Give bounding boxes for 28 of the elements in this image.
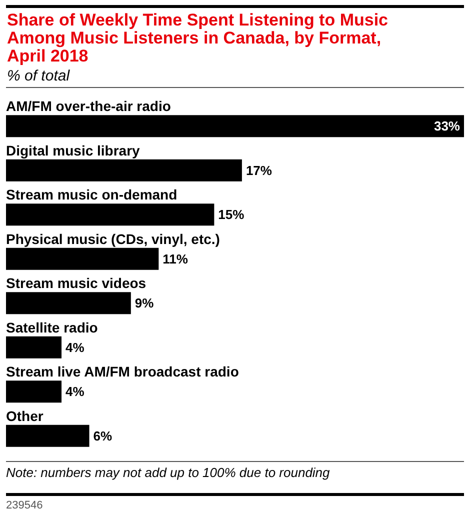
data-label: 17% <box>246 162 272 178</box>
text: 239546 <box>6 500 43 512</box>
bar <box>6 424 90 447</box>
data-label: 11% <box>162 251 188 266</box>
y-tick-label: Stream music on-demand <box>6 186 178 203</box>
bar <box>6 204 214 226</box>
bar <box>6 380 62 403</box>
data-label: 15% <box>218 207 245 222</box>
bar <box>6 115 464 138</box>
data-label: 4% <box>66 384 85 400</box>
chart-subtitle: % of total <box>7 68 70 84</box>
data-label: 4% <box>66 340 85 355</box>
bar <box>6 292 131 314</box>
y-tick-label: AM/FM over-the-air radio <box>6 98 171 114</box>
chart-title: Share of Weekly Time Spent Listening to Music Among Music Listeners in Canada, by Format, April 2018 <box>7 10 393 66</box>
data-label: 9% <box>134 296 154 311</box>
y-tick-label: Stream live AM/FM broadcast radio <box>6 364 239 380</box>
data-label: 33% <box>434 118 460 134</box>
y-tick-label: Other <box>6 408 44 424</box>
bar <box>6 159 242 182</box>
y-tick-label: Stream music videos <box>6 275 146 292</box>
y-tick-label: Satellite radio <box>6 319 98 336</box>
text: Note: numbers may not add up to 100% due to rounding <box>6 465 331 480</box>
y-tick-label: Physical music (CDs, vinyl, etc.) <box>6 230 220 247</box>
bar <box>6 336 62 358</box>
bar <box>6 248 159 270</box>
data-label: 6% <box>93 428 113 444</box>
y-tick-label: Digital music library <box>6 142 140 158</box>
